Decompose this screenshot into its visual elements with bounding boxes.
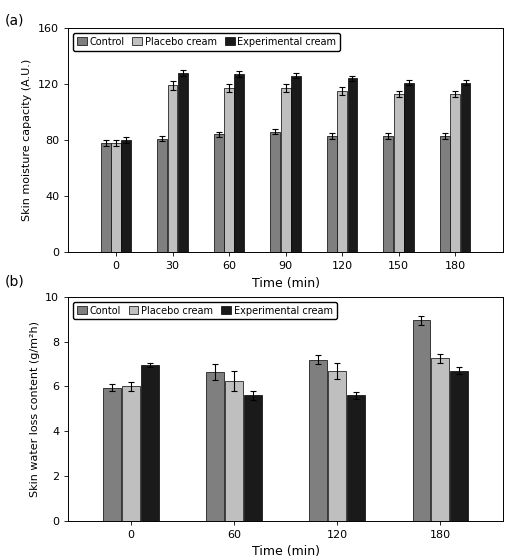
Bar: [214, 134, 224, 252]
Bar: [328, 371, 346, 521]
Bar: [347, 78, 357, 252]
Bar: [103, 388, 121, 521]
Bar: [291, 76, 301, 252]
Bar: [450, 94, 460, 252]
Bar: [461, 83, 471, 252]
Bar: [440, 136, 450, 252]
Bar: [450, 371, 468, 521]
Y-axis label: Skin water loss content (g/m²h): Skin water loss content (g/m²h): [29, 321, 39, 497]
Bar: [327, 136, 337, 252]
Bar: [412, 320, 431, 521]
Legend: Contol, Placebo cream, Experimental cream: Contol, Placebo cream, Experimental crea…: [73, 302, 336, 319]
Bar: [140, 365, 159, 521]
Bar: [270, 132, 280, 252]
Bar: [122, 140, 132, 252]
X-axis label: Time (min): Time (min): [252, 277, 320, 290]
X-axis label: Time (min): Time (min): [252, 545, 320, 558]
Bar: [309, 360, 328, 521]
Bar: [178, 73, 188, 252]
Bar: [337, 91, 347, 252]
Bar: [206, 372, 224, 521]
Bar: [101, 143, 111, 252]
Bar: [168, 85, 178, 252]
Bar: [281, 88, 290, 252]
Bar: [394, 94, 403, 252]
Legend: Control, Placebo cream, Experimental cream: Control, Placebo cream, Experimental cre…: [73, 33, 341, 50]
Bar: [404, 83, 414, 252]
Bar: [111, 143, 121, 252]
Bar: [234, 74, 244, 252]
Text: (b): (b): [5, 274, 25, 288]
Bar: [384, 136, 393, 252]
Bar: [431, 358, 450, 521]
Text: (a): (a): [5, 14, 25, 28]
Bar: [157, 139, 167, 252]
Bar: [225, 381, 243, 521]
Y-axis label: Skin moisture capacity (A.U.): Skin moisture capacity (A.U.): [23, 59, 32, 221]
Bar: [122, 386, 140, 521]
Bar: [224, 88, 234, 252]
Bar: [244, 395, 262, 521]
Bar: [347, 395, 365, 521]
